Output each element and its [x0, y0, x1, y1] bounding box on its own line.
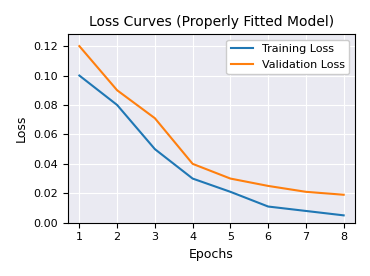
Y-axis label: Loss: Loss [15, 115, 28, 142]
Validation Loss [228, 177, 233, 180]
Training Loss [77, 74, 81, 77]
Training Loss [191, 177, 195, 180]
Training Loss [115, 103, 120, 107]
Line: Validation Loss: Validation Loss [79, 46, 344, 195]
Validation Loss [304, 190, 308, 193]
Validation Loss [153, 116, 157, 120]
Validation Loss [342, 193, 346, 197]
X-axis label: Epochs: Epochs [189, 248, 234, 261]
Validation Loss [266, 184, 270, 188]
Validation Loss [77, 44, 81, 48]
Training Loss [228, 190, 233, 193]
Training Loss [153, 147, 157, 151]
Training Loss [266, 205, 270, 208]
Validation Loss [191, 162, 195, 166]
Validation Loss [115, 89, 120, 92]
Title: Loss Curves (Properly Fitted Model): Loss Curves (Properly Fitted Model) [89, 15, 334, 29]
Line: Training Loss: Training Loss [79, 76, 344, 215]
Training Loss [342, 214, 346, 217]
Legend: Training Loss, Validation Loss: Training Loss, Validation Loss [226, 40, 349, 74]
Training Loss [304, 209, 308, 213]
